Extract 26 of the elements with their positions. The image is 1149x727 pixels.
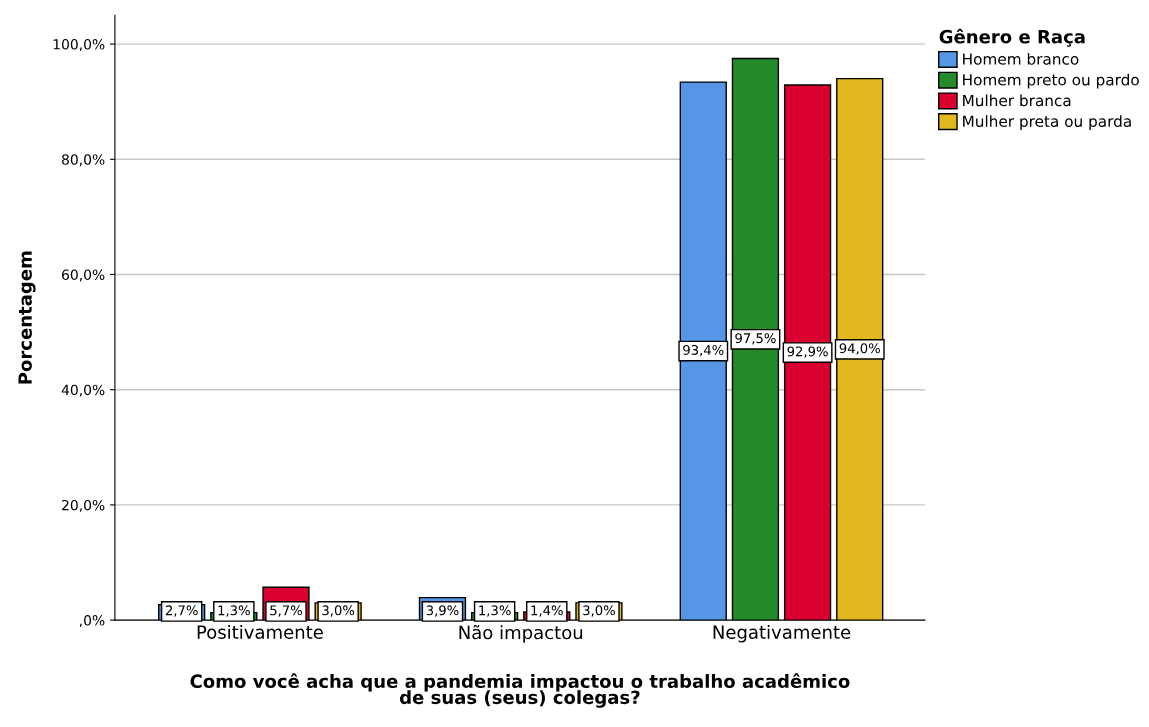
legend-label: Mulher preta ou parda [963,115,1131,130]
legend-label: Mulher branca [963,94,1071,107]
y-tick-label: 80,0% [62,154,105,167]
data-label: 5,7% [270,605,303,617]
y-tick-label: 100,0% [53,39,105,51]
y-tick-label: 60,0% [62,269,105,282]
legend-label: Homem preto ou pardo [963,73,1139,89]
y-tick-label: 20,0% [62,499,105,512]
data-label: 93,4% [683,344,724,357]
data-label: 3,0% [583,605,615,617]
x-tick-label: Negativamente [713,624,851,643]
y-tick-label: ,0% [79,615,105,628]
data-label: 3,0% [322,605,355,617]
data-label: 94,0% [839,343,880,355]
y-axis-title: Porcentagem [18,251,36,384]
x-tick-label: Positivamente [197,624,323,639]
data-label: 97,5% [735,333,776,345]
y-tick-label: 40,0% [61,384,105,397]
legend-label: Homem branco [963,52,1079,65]
data-label: 92,9% [787,346,828,358]
data-label: 1,3% [479,605,511,617]
data-label: 2,7% [165,605,198,617]
data-label: 3,9% [426,605,459,617]
x-axis-title: Como você acha que a pandemia impactou o trabalho acadêmico de suas (seus) colegas? [190,673,850,708]
legend-title: Gênero e Raça [939,28,1085,47]
x-tick-label: Não impactou [459,624,583,643]
